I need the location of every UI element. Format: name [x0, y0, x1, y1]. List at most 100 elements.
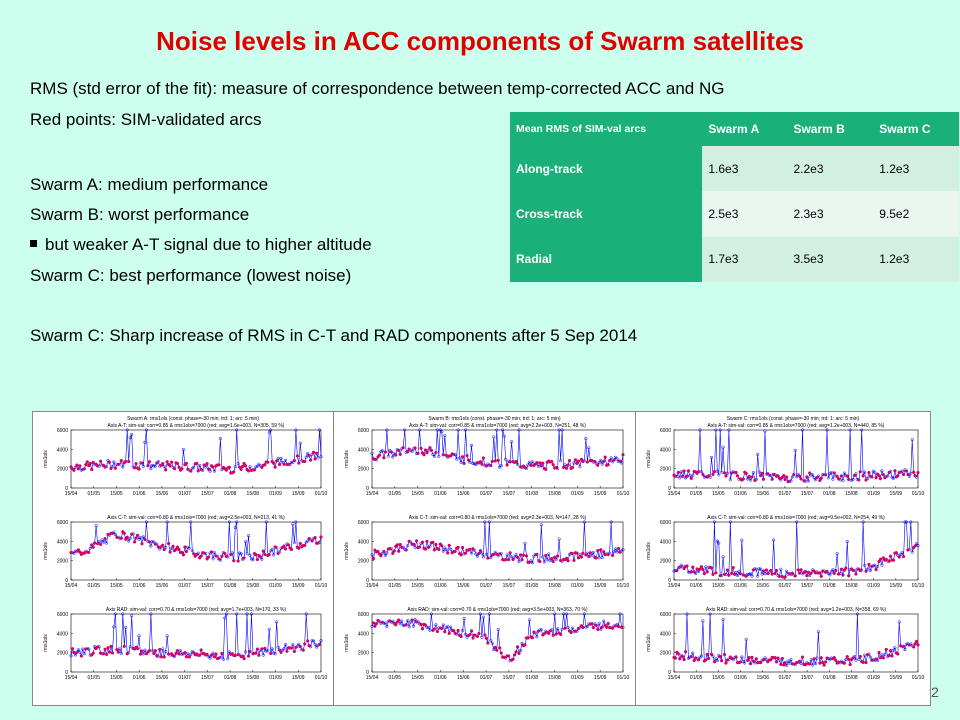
data-point-simval [493, 459, 497, 463]
data-point-simval [712, 470, 716, 474]
data-point-simval [392, 549, 396, 553]
data-point [860, 428, 864, 432]
x-tick-label: 01/07 [779, 491, 792, 497]
y-tick-label: 2000 [660, 467, 671, 473]
data-point [618, 612, 622, 616]
data-point-simval [805, 574, 809, 578]
data-point [787, 661, 792, 665]
data-point-simval [90, 543, 94, 547]
data-point-simval [490, 460, 494, 464]
data-point [235, 428, 239, 432]
data-point [270, 547, 274, 551]
x-tick-label: 15/07 [201, 491, 214, 497]
data-point-simval [453, 631, 457, 635]
data-point-simval [303, 543, 307, 547]
data-point-simval [550, 460, 554, 464]
data-point-simval [803, 570, 807, 574]
data-point-simval [536, 629, 540, 633]
x-tick-label: 15/09 [890, 583, 903, 589]
data-point-simval [889, 554, 893, 558]
data-point-simval [484, 636, 488, 640]
data-point [909, 520, 913, 524]
data-point-simval [689, 476, 693, 480]
data-point-simval [241, 654, 245, 658]
data-point [143, 440, 147, 444]
data-point-simval [279, 650, 283, 654]
data-point-simval [792, 472, 796, 476]
text-line-red-points: Red points: SIM-validated arcs [30, 110, 262, 129]
data-point-simval [759, 474, 763, 478]
data-point [211, 651, 215, 655]
data-point [235, 612, 239, 616]
data-point [760, 572, 764, 576]
y-tick-label: 4000 [660, 631, 671, 637]
data-point-simval [301, 648, 305, 652]
data-point [412, 624, 416, 628]
data-point-simval [819, 476, 823, 480]
data-point-simval [434, 542, 438, 546]
table-cell: 1.2e3 [873, 236, 959, 282]
data-point [440, 430, 444, 434]
data-point [435, 428, 439, 432]
text-line-swarm-c: Swarm C: best performance (lowest noise) [30, 266, 352, 285]
data-point-simval [140, 461, 144, 465]
data-point [828, 573, 832, 577]
data-point-simval [263, 646, 267, 650]
data-point [273, 652, 277, 656]
data-point [481, 555, 485, 559]
data-point-simval [884, 647, 888, 651]
y-tick-label: 6000 [57, 612, 68, 618]
data-point-simval [93, 541, 97, 545]
x-tick-label: 15/09 [890, 491, 903, 497]
table-corner-label: Mean RMS of SIM-val arcs [510, 112, 703, 146]
x-tick-label: 15/05 [712, 583, 725, 589]
data-point [264, 520, 268, 524]
data-point-simval [263, 553, 267, 557]
data-point-simval [884, 558, 888, 562]
data-point-simval [747, 475, 751, 479]
x-tick-label: 01/06 [434, 491, 447, 497]
data-point [748, 571, 753, 576]
data-point-simval [254, 651, 258, 655]
x-tick-label: 15/08 [845, 583, 858, 589]
data-point [825, 428, 829, 432]
data-point-simval [730, 571, 734, 575]
data-point-simval [407, 539, 411, 543]
data-point [79, 468, 83, 472]
data-point [715, 659, 719, 663]
data-point-simval [584, 553, 588, 557]
data-point [779, 567, 783, 571]
subplot-title: Axis C-T: sim-val: corr=0.80 & rms1ols=7… [409, 515, 587, 521]
y-tick-label: 4000 [358, 539, 369, 545]
data-point-simval [551, 633, 555, 637]
data-point-simval [596, 549, 600, 553]
data-point-simval [394, 623, 398, 627]
data-point-simval [167, 652, 171, 656]
data-point-simval [861, 660, 865, 664]
data-point [187, 546, 191, 550]
data-point-simval [406, 450, 410, 454]
data-point [795, 475, 799, 479]
data-point-simval [241, 464, 245, 468]
x-tick-label: 15/08 [548, 675, 561, 681]
data-point-simval [75, 463, 79, 467]
data-point-simval [723, 653, 727, 657]
data-point-simval [110, 531, 114, 535]
data-point [530, 460, 534, 464]
data-point-simval [769, 568, 773, 572]
data-point-simval [161, 543, 165, 547]
data-point [101, 540, 106, 544]
data-point-simval [382, 549, 386, 553]
data-point-simval [423, 623, 427, 627]
data-point-simval [594, 556, 598, 560]
data-point [495, 428, 499, 432]
data-point-simval [286, 462, 290, 466]
y-tick-label: 2000 [358, 467, 369, 473]
data-point-simval [292, 649, 296, 653]
data-point-simval [780, 575, 784, 579]
data-point-simval [695, 567, 699, 571]
data-point [264, 649, 268, 653]
data-point-simval [84, 463, 88, 467]
x-tick-label: 01/08 [224, 583, 237, 589]
data-point [125, 428, 129, 432]
